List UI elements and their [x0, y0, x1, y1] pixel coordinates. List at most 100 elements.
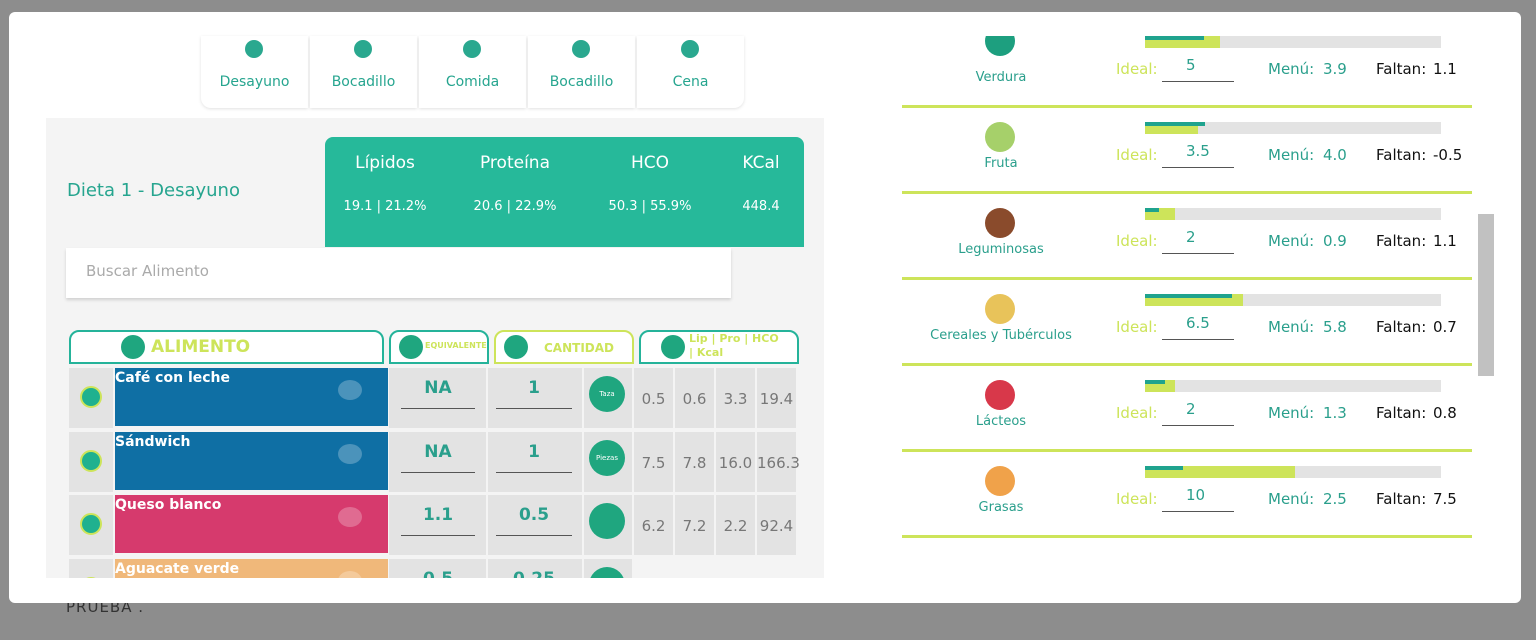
meal-tab[interactable]: Bocadillo — [528, 36, 635, 108]
ideal-input[interactable]: 3.5 — [1162, 142, 1234, 168]
header-icon — [504, 335, 528, 359]
menu-bar — [1145, 466, 1183, 470]
summary-value: 50.3 | 55.9% — [608, 199, 692, 214]
meal-tab[interactable]: Cena — [637, 36, 744, 108]
ideal-bar — [1145, 466, 1295, 478]
diet-panel: Dieta 1 - Desayuno Lípidos 19.1 | 21.2% Pr… — [46, 118, 824, 578]
menu-value: 4.0 — [1323, 146, 1347, 164]
food-group: Leguminosas Ideal: 2 Menú: 0.9 Faltan: 1.1 — [902, 194, 1472, 280]
macro-cell: 16.0 — [716, 432, 755, 492]
summary-box: Lípidos 19.1 | 21.2% Proteína 20.6 | 22.9% H… — [325, 137, 804, 247]
summary-label: Proteína — [479, 153, 550, 173]
tab-icon — [572, 40, 590, 58]
groups-panel: Verdura Ideal: 5 Menú: 3.9 Faltan: 1.1 Fruta Ide… — [902, 36, 1472, 578]
quantity-input[interactable]: 0.5 — [496, 505, 572, 536]
quantity-input[interactable]: 1 — [496, 378, 572, 409]
ideal-label: Ideal: — [1116, 232, 1158, 250]
missing-label: Faltan: — [1376, 232, 1427, 250]
menu-value: 2.5 — [1323, 490, 1347, 508]
group-name: Lácteos — [975, 414, 1027, 429]
quantity-input[interactable]: 0.25 — [496, 569, 572, 578]
bar-track — [1145, 380, 1441, 392]
food-name: Aguacate verde — [115, 559, 388, 578]
missing-value: 7.5 — [1433, 490, 1457, 508]
search-input[interactable]: Buscar Alimento — [66, 248, 731, 298]
food-group: Grasas Ideal: 10 Menú: 2.5 Faltan: 7.5 — [902, 452, 1472, 538]
ideal-input[interactable]: 2 — [1162, 228, 1234, 254]
group-icon — [985, 380, 1015, 410]
menu-label: Menú: — [1268, 490, 1315, 508]
cell-bg — [389, 432, 486, 492]
menu-bar — [1145, 294, 1232, 298]
scroll-thumb[interactable] — [1478, 214, 1494, 376]
macro-cell: 7.8 — [675, 432, 714, 492]
ideal-label: Ideal: — [1116, 404, 1158, 422]
header-icon — [399, 335, 423, 359]
header-label: ALIMENTO — [151, 337, 251, 357]
scrollbar — [1478, 36, 1494, 578]
missing-value: 1.1 — [1433, 232, 1457, 250]
tab-icon — [245, 40, 263, 58]
macro-cell: 7.5 — [634, 432, 673, 492]
summary-label: HCO — [630, 153, 670, 173]
group-icon — [985, 466, 1015, 496]
meal-tab[interactable]: Bocadillo — [310, 36, 417, 108]
equivalent-input[interactable]: 1.1 — [401, 505, 475, 536]
missing-label: Faltan: — [1376, 490, 1427, 508]
meal-tab[interactable]: Comida — [419, 36, 526, 108]
summary-label: Lípidos — [355, 153, 415, 173]
cell-bg — [389, 368, 486, 428]
cell-bg — [488, 368, 582, 428]
menu-label: Menú: — [1268, 404, 1315, 422]
missing-value: 1.1 — [1433, 60, 1457, 78]
menu-label: Menú: — [1268, 318, 1315, 336]
equivalent-input[interactable]: 0.5 — [401, 569, 475, 578]
food-icon — [338, 507, 362, 527]
tab-icon — [463, 40, 481, 58]
remove-button[interactable] — [80, 450, 102, 472]
group-icon — [985, 208, 1015, 238]
cell-bg — [488, 432, 582, 492]
ideal-input[interactable]: 2 — [1162, 400, 1234, 426]
food-name: Queso blanco — [115, 495, 388, 553]
equivalent-input[interactable]: NA — [401, 378, 475, 409]
menu-bar — [1145, 380, 1165, 384]
table-header: EQUIVALENTE — [389, 330, 489, 364]
missing-label: Faltan: — [1376, 146, 1427, 164]
food-group: Cereales y Tubérculos Ideal: 6.5 Menú: 5.8 Fa… — [902, 280, 1472, 366]
group-icon — [985, 36, 1015, 56]
macro-cell: 92.4 — [757, 495, 796, 555]
bar-track — [1145, 122, 1441, 134]
missing-value: 0.8 — [1433, 404, 1457, 422]
remove-button[interactable] — [80, 513, 102, 535]
cell-bg — [389, 559, 486, 578]
missing-label: Faltan: — [1376, 404, 1427, 422]
equivalent-input[interactable]: NA — [401, 442, 475, 473]
table-header: Lip | Pro | HCO | Kcal — [639, 330, 799, 364]
missing-value: -0.5 — [1433, 146, 1463, 164]
quantity-input[interactable]: 1 — [496, 442, 572, 473]
tab-label: Bocadillo — [549, 74, 614, 90]
missing-label: Faltan: — [1376, 60, 1427, 78]
cell-bg — [488, 495, 582, 555]
macro-cell: 2.2 — [716, 495, 755, 555]
meal-tab[interactable]: Desayuno — [201, 36, 308, 108]
ideal-input[interactable]: 6.5 — [1162, 314, 1234, 340]
food-group: Fruta Ideal: 3.5 Menú: 4.0 Faltan: -0.5 — [902, 108, 1472, 194]
ideal-input[interactable]: 10 — [1162, 486, 1234, 512]
summary-label: KCal — [742, 153, 780, 173]
menu-label: Menú: — [1268, 232, 1315, 250]
ideal-input[interactable]: 5 — [1162, 56, 1234, 82]
food-name: Café con leche — [115, 368, 388, 426]
unit-icon: Taza — [589, 376, 625, 412]
missing-label: Faltan: — [1376, 318, 1427, 336]
header-label: CANTIDAD — [544, 341, 614, 355]
food-name: Sándwich — [115, 432, 388, 490]
menu-value: 1.3 — [1323, 404, 1347, 422]
unit-icon — [589, 567, 625, 578]
summary-value: 19.1 | 21.2% — [343, 199, 427, 214]
macro-cell: 19.4 — [757, 368, 796, 428]
bar-track — [1145, 208, 1441, 220]
remove-button[interactable] — [80, 386, 102, 408]
